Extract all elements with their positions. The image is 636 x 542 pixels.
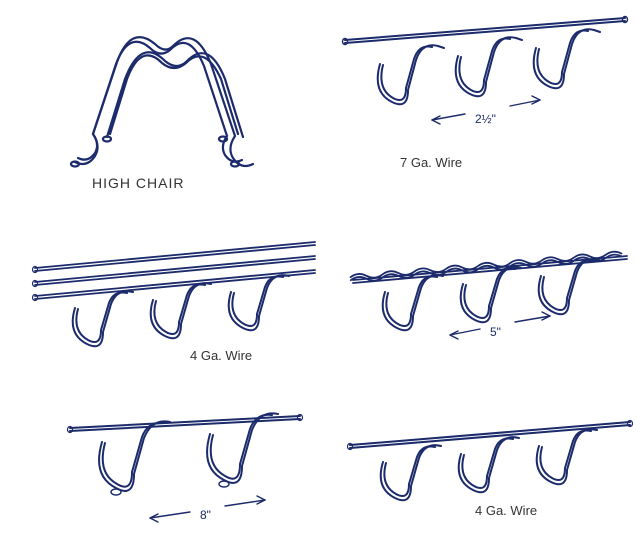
dim-label-7ga: 2½" [475, 112, 496, 126]
caption-4ga-triple: 4 Ga. Wire [190, 348, 252, 363]
panel-8in [40, 400, 330, 540]
continuous-chair-8in [40, 400, 330, 540]
continuous-chair-7ga [340, 10, 630, 180]
panel-7ga [340, 10, 630, 195]
dim-label-wavy: 5" [490, 325, 501, 339]
panel-4ga-single-rail [345, 410, 635, 540]
panel-high-chair [45, 12, 265, 202]
caption-4ga-single: 4 Ga. Wire [475, 503, 537, 518]
panel-wavy-rail [345, 230, 635, 365]
continuous-chair-4ga-triple [30, 230, 320, 365]
caption-high-chair: HIGH CHAIR [92, 175, 184, 191]
caption-7ga: 7 Ga. Wire [400, 155, 462, 170]
continuous-chair-wavy [345, 230, 635, 365]
dim-label-8in: 8" [200, 508, 211, 522]
panel-4ga-triple-rail [30, 230, 320, 365]
high-chair-drawing [45, 12, 265, 182]
